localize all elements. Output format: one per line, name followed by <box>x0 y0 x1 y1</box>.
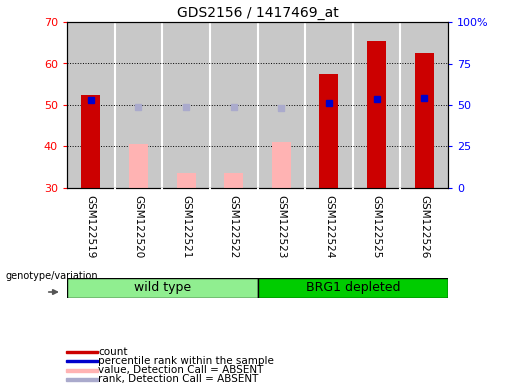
Text: BRG1 depleted: BRG1 depleted <box>305 281 400 295</box>
Text: genotype/variation: genotype/variation <box>5 271 98 281</box>
Bar <box>67 278 258 298</box>
Bar <box>66 378 98 381</box>
Bar <box>66 360 98 362</box>
Text: GSM122524: GSM122524 <box>324 195 334 258</box>
Bar <box>81 94 100 188</box>
Text: GSM122519: GSM122519 <box>86 195 96 258</box>
Bar <box>415 53 434 188</box>
Bar <box>319 74 338 188</box>
Bar <box>129 144 148 188</box>
Bar <box>224 174 243 188</box>
Text: rank, Detection Call = ABSENT: rank, Detection Call = ABSENT <box>98 374 259 384</box>
Text: GSM122521: GSM122521 <box>181 195 191 258</box>
Bar <box>272 142 291 188</box>
Text: GSM122520: GSM122520 <box>133 195 143 258</box>
Text: wild type: wild type <box>134 281 191 295</box>
Text: value, Detection Call = ABSENT: value, Detection Call = ABSENT <box>98 365 263 375</box>
Title: GDS2156 / 1417469_at: GDS2156 / 1417469_at <box>177 6 338 20</box>
Bar <box>367 41 386 188</box>
Text: GSM122522: GSM122522 <box>229 195 238 258</box>
Bar <box>177 174 196 188</box>
Bar <box>66 369 98 372</box>
Text: GSM122523: GSM122523 <box>277 195 286 258</box>
Bar <box>66 351 98 353</box>
Text: percentile rank within the sample: percentile rank within the sample <box>98 356 274 366</box>
Bar <box>258 278 448 298</box>
Text: GSM122525: GSM122525 <box>372 195 382 258</box>
Text: GSM122526: GSM122526 <box>419 195 429 258</box>
Text: count: count <box>98 347 127 357</box>
